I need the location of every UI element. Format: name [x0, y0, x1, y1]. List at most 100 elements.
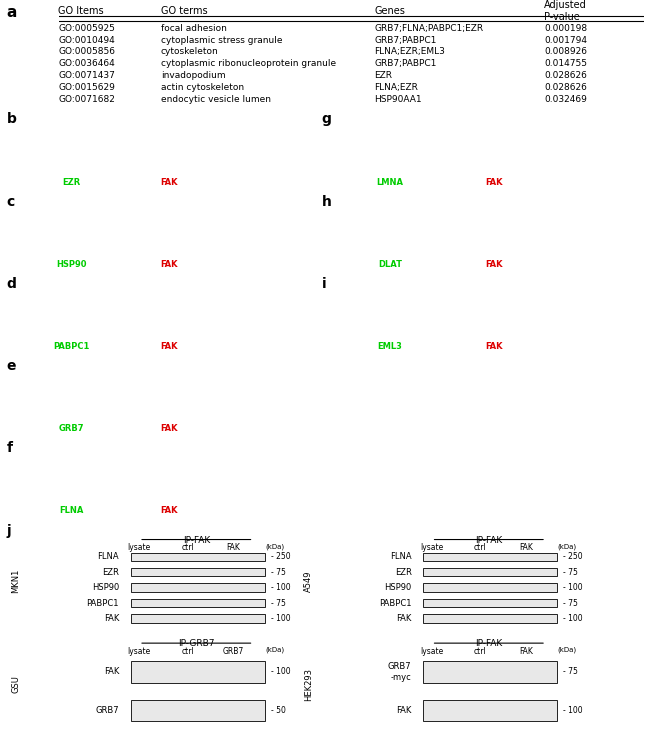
Text: ctrl: ctrl [474, 543, 487, 552]
Text: 0.028626: 0.028626 [544, 71, 587, 80]
Text: - 100: - 100 [563, 583, 583, 592]
Text: GO:0036464: GO:0036464 [58, 59, 115, 68]
Text: Genes: Genes [374, 6, 406, 16]
Text: focal adhesion: focal adhesion [161, 24, 227, 33]
Text: FAK: FAK [485, 342, 502, 351]
Text: cytoplasmic ribonucleoprotein granule: cytoplasmic ribonucleoprotein granule [161, 59, 336, 68]
Text: EZR: EZR [102, 568, 119, 576]
Text: EML3: EML3 [378, 342, 402, 351]
Text: FLNA: FLNA [390, 552, 411, 562]
Text: FLNA;EZR: FLNA;EZR [374, 83, 419, 92]
Text: h: h [322, 195, 332, 209]
Text: EZR: EZR [62, 178, 81, 186]
Text: HSP90: HSP90 [92, 583, 119, 592]
Text: GRB7
-myc: GRB7 -myc [388, 662, 411, 682]
Text: merge: merge [580, 260, 611, 269]
Text: lysate: lysate [420, 543, 443, 552]
Text: FLNA: FLNA [98, 552, 119, 562]
Text: merge: merge [580, 342, 611, 351]
Text: invadopodium: invadopodium [161, 71, 226, 80]
Bar [131, 700, 265, 721]
Text: HSP90AA1: HSP90AA1 [374, 95, 422, 104]
Text: LMNA: LMNA [376, 178, 404, 186]
Bar [131, 662, 265, 682]
Text: 0.028626: 0.028626 [544, 83, 587, 92]
Text: (kDa): (kDa) [558, 647, 577, 653]
Text: f: f [6, 441, 12, 455]
Text: (kDa): (kDa) [265, 543, 284, 550]
Text: FAK: FAK [519, 647, 533, 656]
Bar [131, 568, 265, 576]
Text: HSP90: HSP90 [384, 583, 411, 592]
Text: - 250: - 250 [563, 552, 583, 562]
Text: 0.008926: 0.008926 [544, 47, 587, 56]
Text: FAK: FAK [161, 260, 178, 269]
Text: GRB7: GRB7 [223, 647, 244, 656]
Text: GO:0071437: GO:0071437 [58, 71, 116, 80]
Text: GSU: GSU [12, 676, 21, 693]
Text: FAK: FAK [104, 614, 119, 623]
Text: endocytic vesicle lumen: endocytic vesicle lumen [161, 95, 271, 104]
Text: - 100: - 100 [270, 614, 291, 623]
Bar [423, 553, 558, 561]
Text: EZR: EZR [374, 71, 393, 80]
Text: - 75: - 75 [563, 599, 578, 608]
Text: FAK: FAK [161, 424, 178, 433]
Text: - 75: - 75 [563, 667, 578, 676]
Text: GO:0005856: GO:0005856 [58, 47, 116, 56]
Text: FAK: FAK [161, 342, 178, 351]
Text: lysate: lysate [420, 647, 443, 656]
Text: 0.000198: 0.000198 [544, 24, 587, 33]
Bar [423, 662, 558, 682]
Text: (kDa): (kDa) [265, 647, 284, 653]
Text: HEK293: HEK293 [304, 668, 313, 701]
Text: GO Items: GO Items [58, 6, 104, 16]
Text: GRB7;FLNA;PABPC1;EZR: GRB7;FLNA;PABPC1;EZR [374, 24, 484, 33]
Text: ctrl: ctrl [181, 647, 194, 656]
Text: PABPC1: PABPC1 [379, 599, 411, 608]
Text: 0.032469: 0.032469 [544, 95, 587, 104]
Text: FAK: FAK [396, 706, 411, 715]
Text: GRB7: GRB7 [59, 424, 84, 433]
Text: lysate: lysate [127, 543, 151, 552]
Text: GO terms: GO terms [161, 6, 207, 16]
Text: merge: merge [250, 260, 280, 269]
Text: GO:0071682: GO:0071682 [58, 95, 116, 104]
Text: merge: merge [250, 342, 280, 351]
Text: lysate: lysate [127, 647, 151, 656]
Text: d: d [6, 277, 16, 291]
Text: ctrl: ctrl [474, 647, 487, 656]
Text: DLAT: DLAT [378, 260, 402, 269]
Text: GRB7;PABPC1: GRB7;PABPC1 [374, 59, 437, 68]
Text: FAK: FAK [519, 543, 533, 552]
Text: FAK: FAK [396, 614, 411, 623]
Text: - 250: - 250 [270, 552, 291, 562]
Text: IP-FAK: IP-FAK [475, 536, 502, 545]
Bar [131, 583, 265, 592]
Text: - 100: - 100 [270, 667, 291, 676]
Text: c: c [6, 195, 15, 209]
Text: i: i [322, 277, 326, 291]
Text: - 75: - 75 [563, 568, 578, 576]
Text: j: j [6, 524, 11, 538]
Text: HSP90: HSP90 [57, 260, 87, 269]
Text: GRB7;PABPC1: GRB7;PABPC1 [374, 36, 437, 44]
Text: (kDa): (kDa) [558, 543, 577, 550]
Text: FAK: FAK [227, 543, 240, 552]
Text: GO:0010494: GO:0010494 [58, 36, 115, 44]
Text: PABPC1: PABPC1 [53, 342, 90, 351]
Text: a: a [6, 5, 17, 20]
Text: b: b [6, 112, 16, 127]
Text: FAK: FAK [104, 667, 119, 676]
Text: - 100: - 100 [563, 614, 583, 623]
Text: cytoskeleton: cytoskeleton [161, 47, 218, 56]
Bar [423, 599, 558, 608]
Text: merge: merge [250, 424, 280, 433]
Text: - 100: - 100 [270, 583, 291, 592]
Text: merge: merge [250, 178, 280, 186]
Text: GO:0005925: GO:0005925 [58, 24, 116, 33]
Text: FLNA: FLNA [59, 506, 84, 515]
Bar [423, 614, 558, 622]
Text: IP-GRB7: IP-GRB7 [178, 639, 215, 648]
Text: PABPC1: PABPC1 [86, 599, 119, 608]
